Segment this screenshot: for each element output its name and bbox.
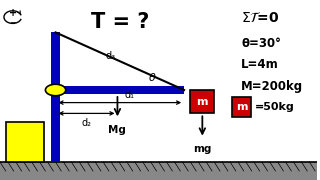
Circle shape <box>45 84 66 96</box>
Bar <box>0 162 317 180</box>
Text: T = ?: T = ? <box>92 12 150 32</box>
Bar <box>232 97 252 117</box>
Text: θ=30°: θ=30° <box>241 37 281 50</box>
Text: +: + <box>9 8 17 18</box>
Text: $\Sigma\mathcal{T}$=0: $\Sigma\mathcal{T}$=0 <box>241 11 280 25</box>
Bar <box>51 86 184 94</box>
Text: θ: θ <box>149 73 156 83</box>
Text: mg: mg <box>193 144 212 154</box>
Bar <box>6 122 44 162</box>
Text: Mg: Mg <box>108 125 126 135</box>
Text: −: − <box>9 18 16 27</box>
Text: d₁: d₁ <box>124 90 134 100</box>
Text: m: m <box>236 102 247 112</box>
Text: =50kg: =50kg <box>254 102 294 112</box>
Text: M=200kg: M=200kg <box>241 80 303 93</box>
Bar <box>51 32 60 162</box>
Bar <box>190 90 214 113</box>
Text: m: m <box>196 97 208 107</box>
Text: L=4m: L=4m <box>241 58 279 71</box>
Text: d₃: d₃ <box>105 51 115 61</box>
Text: d₂: d₂ <box>82 118 92 128</box>
